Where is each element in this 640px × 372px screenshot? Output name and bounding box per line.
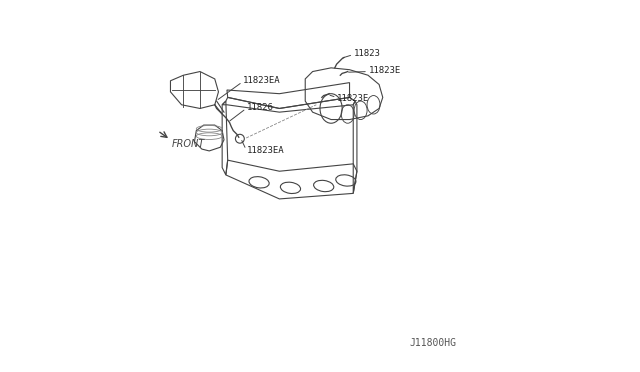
Text: J11800HG: J11800HG xyxy=(410,339,456,349)
Text: 11826: 11826 xyxy=(247,103,274,112)
Text: FRONT: FRONT xyxy=(172,138,205,148)
Text: 11823EA: 11823EA xyxy=(243,76,281,85)
Text: 11823: 11823 xyxy=(354,49,381,58)
Text: 11823E: 11823E xyxy=(369,66,401,75)
Text: 11823E: 11823E xyxy=(337,94,370,103)
Text: 11823EA: 11823EA xyxy=(247,147,285,155)
